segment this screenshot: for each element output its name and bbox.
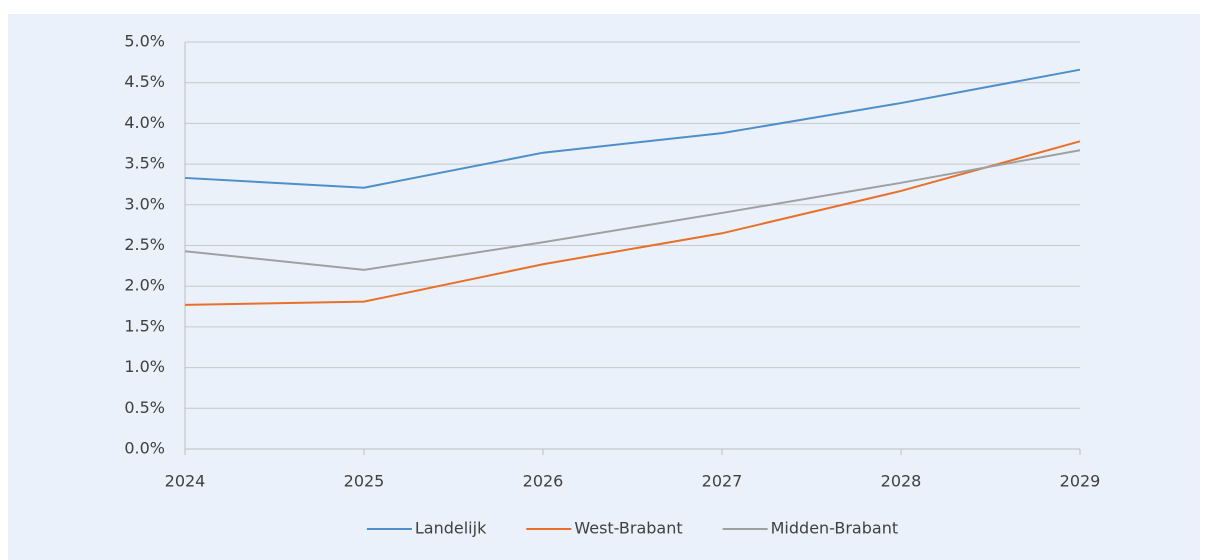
- x-tick-label: 2026: [523, 472, 564, 491]
- series-line: [184, 68, 1081, 189]
- legend-label: Landelijk: [415, 519, 487, 538]
- series-line: [184, 149, 1081, 271]
- legend-label: Midden-Brabant: [771, 519, 898, 538]
- y-tick-label: 5.0%: [124, 32, 165, 51]
- chart-background: [8, 14, 1200, 560]
- y-tick-label: 3.5%: [124, 154, 165, 173]
- series-line: [184, 140, 1081, 306]
- y-tick-label: 2.5%: [124, 235, 165, 254]
- y-tick-label: 1.0%: [124, 357, 165, 376]
- x-tick-label: 2028: [881, 472, 922, 491]
- y-tick-label: 1.5%: [124, 316, 165, 335]
- y-tick-label: 2.0%: [124, 276, 165, 295]
- y-tick-label: 0.5%: [124, 398, 165, 417]
- x-tick-label: 2027: [702, 472, 743, 491]
- x-tick-label: 2029: [1060, 472, 1101, 491]
- y-tick-label: 3.0%: [124, 194, 165, 213]
- x-tick-label: 2025: [344, 472, 385, 491]
- y-tick-label: 0.0%: [124, 439, 165, 458]
- legend-label: West-Brabant: [574, 519, 682, 538]
- y-tick-label: 4.0%: [124, 113, 165, 132]
- x-tick-label: 2024: [165, 472, 206, 491]
- y-tick-label: 4.5%: [124, 72, 165, 91]
